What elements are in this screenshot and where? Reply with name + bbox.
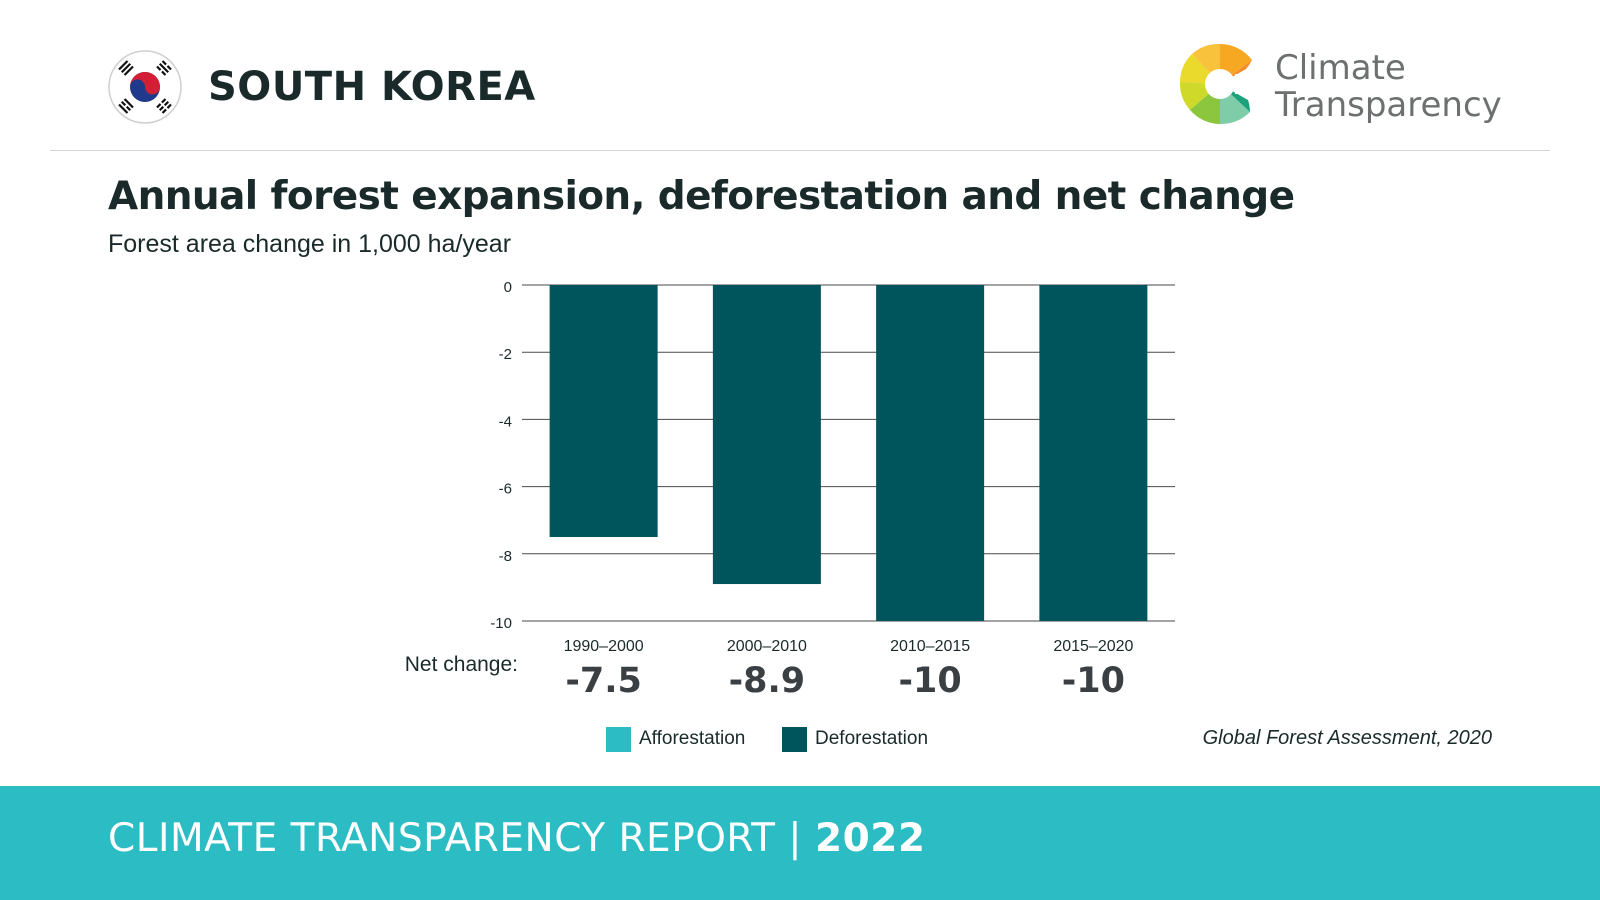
net-change-value: -10 [1062,661,1125,701]
footer-separator: | [788,816,803,861]
y-tick-label: -10 [490,615,512,632]
country-name: SOUTH KOREA [208,64,536,110]
south-korea-flag-icon [108,50,182,124]
logo-line-2: Transparency [1275,85,1502,125]
legend-label-afforestation: Afforestation [639,728,746,749]
chart-title: Annual forest expansion, deforestation a… [108,174,1295,219]
footer-year: 2022 [814,816,926,861]
climate-transparency-logo-icon [1180,43,1260,125]
net-change-value: -7.5 [565,661,642,701]
y-tick-label: -4 [499,413,512,430]
x-tick-label: 2015–2020 [1053,638,1133,655]
header-divider [50,150,1550,151]
y-tick-label: 0 [504,279,512,296]
deforestation-bar [876,285,985,621]
deforestation-bar [1039,285,1148,621]
legend-swatch-afforestation [606,727,631,752]
x-tick-label: 1990–2000 [564,638,644,655]
legend-label-deforestation: Deforestation [815,728,929,749]
net-change-value: -10 [899,661,962,701]
y-tick-label: -6 [499,481,512,498]
footer-banner: CLIMATE TRANSPARENCY REPORT | 2022 [0,786,1600,900]
x-tick-label: 2000–2010 [727,638,807,655]
bar-chart: 0 -2 -4 -6 -8 -10 1990–2000 -7.5 2000–2010 -8.9 20… [490,279,1175,701]
deforestation-bar [712,285,821,585]
logo-line-1: Climate [1275,48,1406,88]
footer-title: CLIMATE TRANSPARENCY REPORT | 2022 [108,816,926,861]
x-tick-label: 2010–2015 [890,638,970,655]
footer-report-name: CLIMATE TRANSPARENCY REPORT [108,816,776,861]
y-tick-label: -2 [499,346,512,363]
chart-subtitle: Forest area change in 1,000 ha/year [108,230,512,258]
net-change-value: -8.9 [729,661,806,701]
deforestation-bar [549,285,658,537]
logo-wordmark: Climate Transparency [1275,50,1502,124]
legend-swatch-deforestation [782,727,807,752]
y-tick-label: -8 [499,548,512,565]
net-change-label: Net change: [404,653,518,676]
chart-source: Global Forest Assessment, 2020 [1202,727,1492,749]
